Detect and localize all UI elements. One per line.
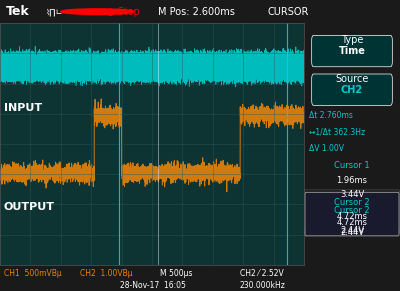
Text: 2.44V: 2.44V [340, 226, 364, 235]
Text: ● Stop: ● Stop [106, 7, 140, 17]
Text: M Pos: 2.600ms: M Pos: 2.600ms [158, 7, 235, 17]
Circle shape [61, 9, 134, 15]
Text: Cursor 2: Cursor 2 [334, 206, 370, 215]
Text: 28-Nov-17  16:05: 28-Nov-17 16:05 [120, 281, 186, 290]
Text: 4.72ms: 4.72ms [336, 218, 368, 227]
Text: CH2: CH2 [341, 85, 363, 95]
Text: OUTPUT: OUTPUT [4, 202, 55, 212]
Text: CH2  1.00VBμ: CH2 1.00VBμ [80, 269, 133, 278]
Text: 2.44V: 2.44V [340, 228, 364, 237]
Text: CH2 ⁄ 2.52V: CH2 ⁄ 2.52V [240, 269, 284, 278]
Text: Type: Type [341, 35, 363, 45]
Text: CURSOR: CURSOR [268, 7, 309, 17]
FancyBboxPatch shape [305, 192, 399, 236]
Text: ΔV 1.00V: ΔV 1.00V [309, 144, 344, 153]
Text: M 500μs: M 500μs [160, 269, 192, 278]
Text: 230.000kHz: 230.000kHz [240, 281, 286, 290]
Text: CH1  500mVBμ: CH1 500mVBμ [4, 269, 62, 278]
FancyBboxPatch shape [312, 74, 392, 105]
Text: Tek: Tek [6, 5, 30, 18]
Text: ↔1/Δt 362.3Hz: ↔1/Δt 362.3Hz [309, 127, 365, 136]
FancyBboxPatch shape [312, 36, 392, 67]
Text: ⌇∏∟: ⌇∏∟ [46, 7, 63, 16]
Text: INPUT: INPUT [4, 103, 42, 113]
Text: Cursor 1: Cursor 1 [334, 161, 370, 170]
Text: 3.44V: 3.44V [340, 190, 364, 199]
Text: 4.72ms: 4.72ms [336, 212, 368, 221]
Text: Source: Source [335, 74, 369, 84]
Text: 1.96ms: 1.96ms [336, 176, 368, 185]
Text: Δt 2.760ms: Δt 2.760ms [309, 111, 353, 120]
Text: Time: Time [338, 46, 366, 56]
FancyBboxPatch shape [304, 190, 400, 233]
Text: Cursor 2: Cursor 2 [334, 198, 370, 207]
